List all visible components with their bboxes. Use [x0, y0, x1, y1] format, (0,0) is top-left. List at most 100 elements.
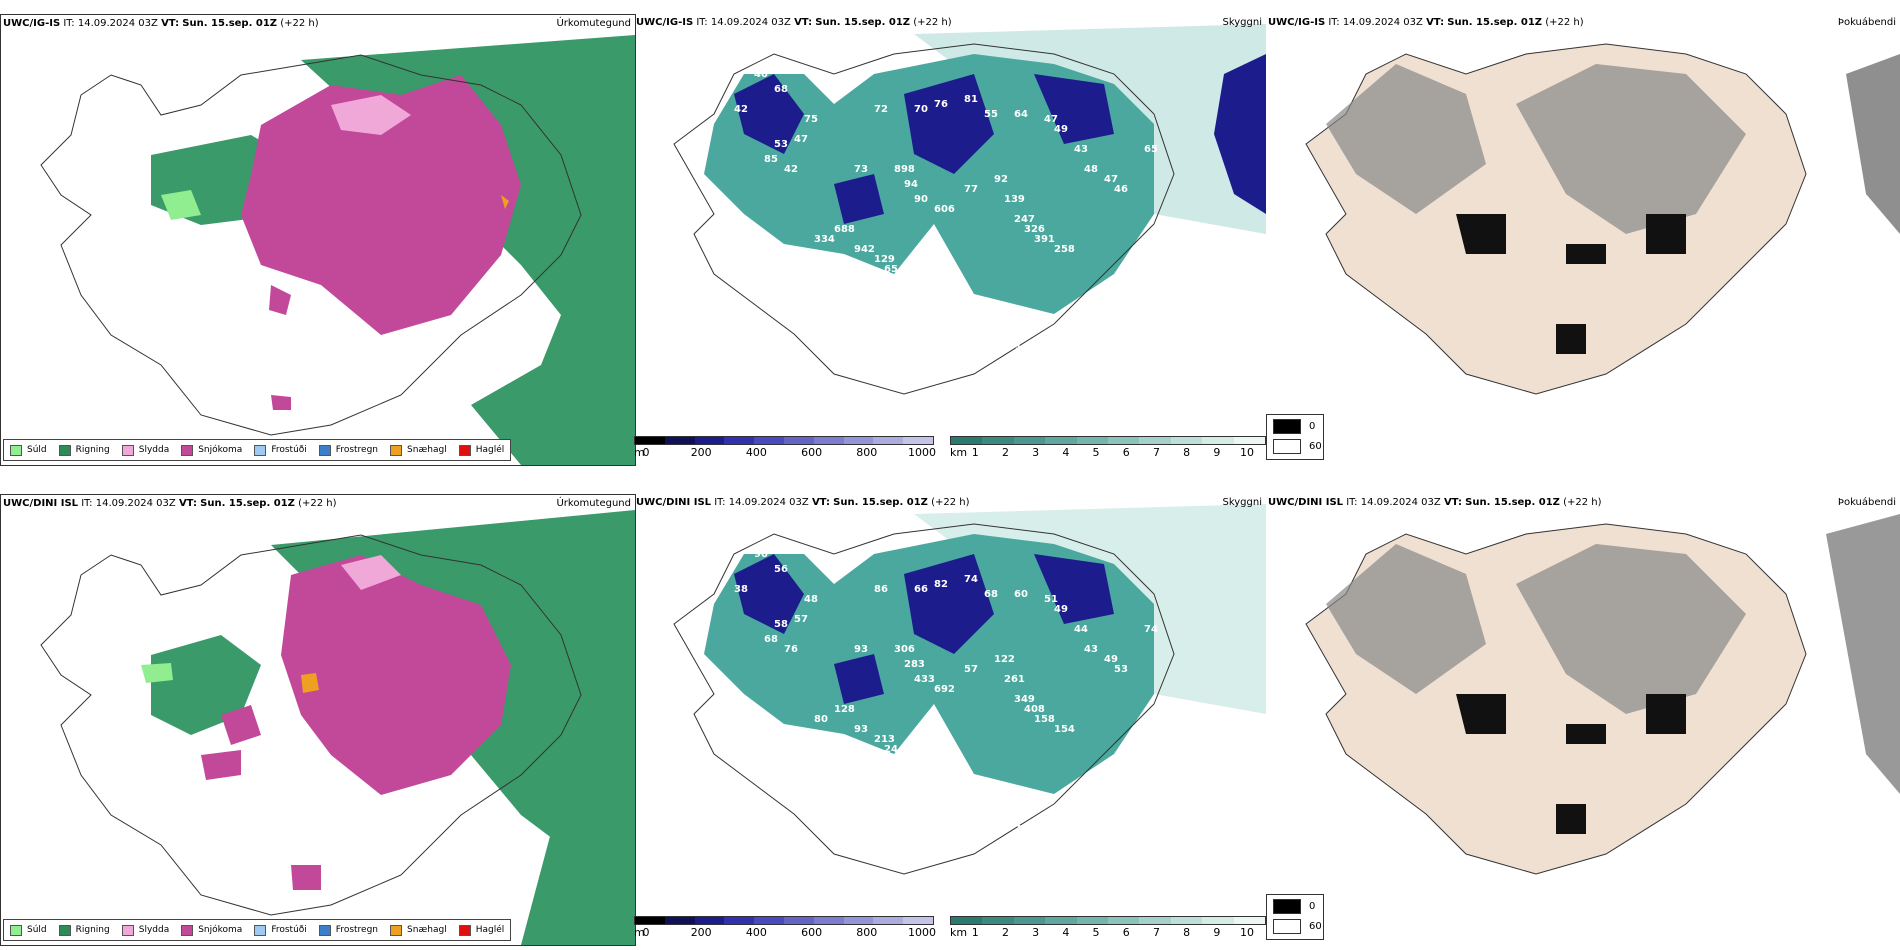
cloud-base-label: 47	[794, 134, 808, 145]
panel-name: Þokuábendi	[1837, 17, 1896, 28]
cloud-base-label: 60	[934, 384, 948, 395]
fog-legend-item: 0	[1273, 419, 1315, 434]
cloud-base-label: 43	[1084, 644, 1098, 655]
colorbar-cell	[1013, 437, 1046, 444]
fog-legend: 0 60	[1266, 414, 1324, 460]
cloud-base-label: 30	[994, 814, 1008, 825]
panel-name: Úrkomutegund	[556, 18, 631, 29]
cloud-base-label: 120	[814, 759, 835, 770]
fog-panel-row1: UWC/IG-IS IT: 14.09.2024 03Z VT: Sun. 15…	[1266, 14, 1900, 464]
header-row1-precip: UWC/IG-IS IT: 14.09.2024 03Z VT: Sun. 15…	[3, 18, 319, 29]
cloud-base-label: 53	[774, 139, 788, 150]
legend-swatch	[58, 444, 71, 456]
cloud-base-label: 90	[914, 194, 928, 205]
cloud-base-label: 57	[964, 664, 978, 675]
cloud-panel-row2: UWC/DINI ISL IT: 14.09.2024 03Z VT: Sun.…	[634, 494, 1266, 944]
cloud-base-label: 65	[1144, 144, 1158, 155]
colorbar-tick: 400	[745, 926, 767, 939]
cloud-base-label: 76	[784, 644, 798, 655]
cloud-base-label: 244	[884, 744, 905, 755]
colorbar-tick: 7	[1152, 926, 1160, 939]
colorbar-cell	[1076, 917, 1109, 924]
cloud-base-label: 44	[1074, 624, 1088, 635]
cloud-labels: 90 56 38 48 57 58 68 76 86 66 82 74 68 60 51 49 44 43 49 53…	[634, 494, 1266, 914]
cloud-base-label: 262	[804, 264, 825, 275]
fog-map-row1	[1305, 43, 1900, 395]
legend-item: Haglél	[458, 924, 504, 936]
colorbar-cell	[843, 917, 874, 924]
cloud-base-label: 76	[934, 99, 948, 110]
legend-swatch	[10, 444, 22, 456]
cloud-base-label: 160	[1024, 364, 1045, 375]
header-row2-precip: UWC/DINI ISL IT: 14.09.2024 03Z VT: Sun.…	[3, 498, 337, 509]
ceiling-ticks: 0 200 400 600 800 1000	[634, 925, 937, 939]
cloud-base-label: 58	[774, 619, 788, 630]
legend-swatch	[121, 444, 134, 456]
ceiling-colorbar: 0 200 400 600 800 1000 m	[634, 916, 937, 939]
legend-swatch	[181, 444, 194, 456]
cloud-base-label: 72	[914, 364, 928, 375]
cloud-base-label: 158	[1034, 714, 1055, 725]
cloud-base-label: 74	[964, 574, 978, 585]
cloud-base-label: 42	[734, 104, 748, 115]
colorbar-tick: 800	[856, 446, 878, 459]
precip-panel-row2: UWC/DINI ISL IT: 14.09.2024 03Z VT: Sun.…	[0, 494, 636, 946]
cloud-base-label: 326	[1024, 224, 1045, 235]
header-row1-fog: UWC/IG-IS IT: 14.09.2024 03Z VT: Sun. 15…	[1268, 17, 1584, 28]
visibility-colorbar: 1 2 3 4 5 6 7 8 9 10 km	[950, 916, 1266, 939]
colorbar-tick: 10	[1240, 446, 1255, 459]
cloud-base-label: 86	[874, 584, 888, 595]
cloud-base-label: 94	[904, 179, 918, 190]
colorbar-tick: 200	[690, 446, 712, 459]
cloud-base-label: 77	[964, 184, 978, 195]
colorbar-tick: 8	[1183, 446, 1191, 459]
cloud-base-label: 70	[914, 104, 928, 115]
colorbar-cell	[1076, 437, 1109, 444]
colorbar-tick: 4	[1062, 926, 1070, 939]
legend-swatch	[458, 444, 471, 456]
precip-map-row2	[1, 495, 635, 945]
legend-item: Snjókoma	[181, 924, 242, 936]
cloud-base-label: 90	[754, 549, 768, 560]
legend-swatch	[58, 924, 71, 936]
colorbar-cell	[982, 917, 1014, 924]
header-row2-fog: UWC/DINI ISL IT: 14.09.2024 03Z VT: Sun.…	[1268, 497, 1602, 508]
cloud-base-label: 606	[934, 204, 955, 215]
legend-item: Slydda	[121, 444, 169, 456]
colorbar-tick: 2	[1001, 446, 1009, 459]
cloud-base-label: 68	[764, 634, 778, 645]
cloud-base-label: 163	[1054, 374, 1075, 385]
colorbar-cell	[754, 437, 784, 444]
colorbar-cell	[873, 917, 904, 924]
cloud-base-label: 92	[994, 174, 1008, 185]
cloud-base-label: 48	[1084, 164, 1098, 175]
visibility-ticks: 1 2 3 4 5 6 7 8 9 10	[950, 925, 1266, 939]
colorbar-cell	[982, 437, 1014, 444]
colorbar-cell	[951, 917, 983, 924]
colorbar-cell	[951, 437, 983, 444]
colorbar-tick: 5	[1092, 926, 1100, 939]
cloud-base-label: 129	[874, 254, 895, 265]
cloud-base-label: 247	[994, 334, 1015, 345]
header-row1-cloud: UWC/IG-IS IT: 14.09.2024 03Z VT: Sun. 15…	[636, 17, 952, 28]
colorbar-cell	[783, 437, 814, 444]
colorbar-tick: 9	[1213, 446, 1221, 459]
colorbar-cell	[754, 917, 784, 924]
cloud-base-label: 408	[1024, 704, 1045, 715]
legend-item: Frostúði	[254, 444, 307, 456]
cloud-base-label: 942	[854, 244, 875, 255]
colorbar-tick: 7	[1152, 446, 1160, 459]
fog-legend-item: 60	[1273, 439, 1322, 454]
cloud-base-label: 62	[864, 754, 878, 765]
cloud-base-label: 201	[824, 769, 845, 780]
colorbar-cell	[1139, 917, 1171, 924]
cloud-labels: 40 68 42 75 47 53 85 42 72 70 76 81 55 64 47 49 43 48 47 46…	[634, 14, 1266, 434]
colorbar-cell	[635, 437, 665, 444]
fog-swatch	[1273, 439, 1301, 454]
fog-legend: 0 60	[1266, 894, 1324, 940]
cloud-base-label: 283	[904, 659, 925, 670]
colorbar-cell	[903, 437, 933, 444]
fog-legend-item: 60	[1273, 919, 1322, 934]
colorbar-tick: 1	[971, 446, 979, 459]
fog-panel-row2: UWC/DINI ISL IT: 14.09.2024 03Z VT: Sun.…	[1266, 494, 1900, 944]
